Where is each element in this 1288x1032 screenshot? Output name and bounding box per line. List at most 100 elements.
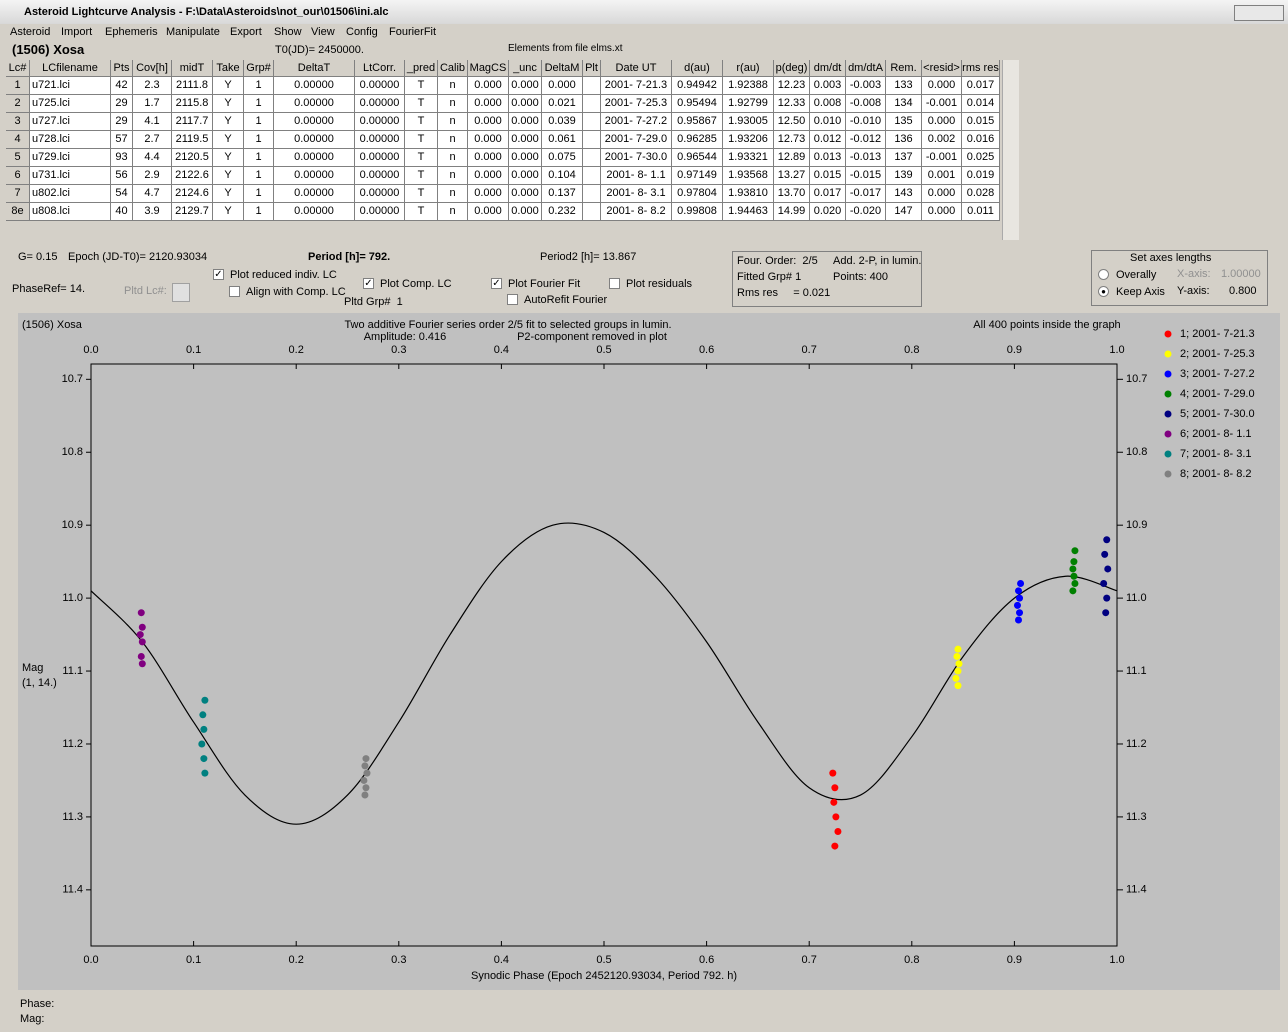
- table-cell: 0.000: [542, 77, 583, 95]
- table-cell: 0.000: [468, 167, 509, 185]
- data-point: [953, 652, 961, 660]
- table-cell: 0.000: [922, 203, 962, 221]
- fourier-info: Add. 2-P, in lumin.: [833, 255, 922, 267]
- table-cell: n: [438, 131, 468, 149]
- table-cell: 1: [244, 167, 274, 185]
- table-cell: 147: [886, 203, 922, 221]
- menu-item[interactable]: FourierFit: [389, 26, 437, 38]
- table-cell: 2001- 7-25.3: [601, 95, 672, 113]
- table-cell: 13.70: [774, 185, 810, 203]
- checkbox[interactable]: ✓: [363, 278, 374, 289]
- spinner[interactable]: [172, 283, 190, 302]
- menu-item[interactable]: Manipulate: [166, 26, 220, 38]
- table-cell: 1: [244, 203, 274, 221]
- table-cell: u729.lci: [30, 149, 111, 167]
- legend-label: 4; 2001- 7-29.0: [1180, 388, 1255, 400]
- table-cell: T: [405, 149, 438, 167]
- table-cell: 42: [111, 77, 133, 95]
- checkbox[interactable]: [507, 294, 518, 305]
- row-header: 6: [6, 167, 30, 185]
- table-cell: n: [438, 167, 468, 185]
- checkbox[interactable]: ✓: [213, 269, 224, 280]
- data-point: [1071, 547, 1079, 555]
- menu-item[interactable]: Asteroid: [10, 26, 51, 38]
- radio-label: Keep Axis: [1116, 286, 1165, 298]
- row-header: 2: [6, 95, 30, 113]
- data-point: [1104, 565, 1112, 573]
- table-cell: n: [438, 185, 468, 203]
- table-cell: 0.95494: [672, 95, 723, 113]
- table-cell: 1.93568: [723, 167, 774, 185]
- data-point: [198, 740, 206, 748]
- table-cell: T: [405, 185, 438, 203]
- table-cell: 0.000: [468, 131, 509, 149]
- table-cell: 0.00000: [274, 77, 355, 95]
- x-tick-label-top: 0.4: [494, 344, 509, 356]
- table-cell: 2001- 7-29.0: [601, 131, 672, 149]
- table-cell: 0.019: [962, 167, 1000, 185]
- x-tick-label: 1.0: [1109, 954, 1124, 966]
- table-cell: [583, 95, 601, 113]
- checkbox[interactable]: ✓: [491, 278, 502, 289]
- table-cell: 0.000: [509, 149, 542, 167]
- data-point: [138, 660, 146, 668]
- table-cell: -0.017: [846, 185, 886, 203]
- table-cell: 0.00000: [274, 203, 355, 221]
- table-cell: Y: [213, 95, 244, 113]
- x-tick-label-top: 0.2: [289, 344, 304, 356]
- checkbox[interactable]: [609, 278, 620, 289]
- menu-item[interactable]: Export: [230, 26, 262, 38]
- table-cell: -0.020: [846, 203, 886, 221]
- checkbox[interactable]: [229, 286, 240, 297]
- table-cell: n: [438, 77, 468, 95]
- y-axis-label: Y-axis:: [1177, 285, 1210, 297]
- column-header: rms res: [962, 60, 1000, 77]
- annotation: All 400 points inside the graph: [973, 319, 1120, 331]
- checkbox-label: Plot reduced indiv. LC: [230, 269, 337, 281]
- table-cell: -0.008: [846, 95, 886, 113]
- radio[interactable]: ●: [1098, 286, 1109, 297]
- data-point: [137, 609, 145, 617]
- table-cell: u808.lci: [30, 203, 111, 221]
- menu-item[interactable]: Config: [346, 26, 378, 38]
- table-cell: 14.99: [774, 203, 810, 221]
- table-cell: 0.000: [509, 167, 542, 185]
- title-buttons[interactable]: [1234, 5, 1284, 21]
- table-cell: n: [438, 149, 468, 167]
- data-point: [829, 769, 837, 777]
- data-point: [362, 784, 370, 792]
- radio[interactable]: [1098, 269, 1109, 280]
- data-point: [1103, 594, 1111, 602]
- y-tick-label-right: 10.7: [1126, 373, 1147, 385]
- legend-marker: [1164, 350, 1172, 358]
- table-cell: Y: [213, 167, 244, 185]
- menu-item[interactable]: Show: [274, 26, 302, 38]
- table-cell: 0.010: [810, 113, 846, 131]
- checkbox-label: Align with Comp. LC: [246, 286, 346, 298]
- table-cell: 0.00000: [355, 203, 405, 221]
- data-point: [199, 711, 207, 719]
- table-cell: 0.017: [962, 77, 1000, 95]
- data-point: [955, 660, 963, 668]
- table-cell: -0.010: [846, 113, 886, 131]
- table-cell: n: [438, 113, 468, 131]
- y-tick-label-right: 10.8: [1126, 446, 1147, 458]
- column-header: DeltaT: [274, 60, 355, 77]
- x-tick-label: 0.7: [802, 954, 817, 966]
- table-scrollbar[interactable]: [1002, 60, 1019, 240]
- y-axis-label: (1, 14.): [22, 677, 57, 689]
- column-header: Date UT: [601, 60, 672, 77]
- y-tick-label: 11.0: [62, 592, 83, 604]
- y-tick-label: 11.4: [62, 884, 83, 896]
- table-cell: 0.015: [962, 113, 1000, 131]
- menu-item[interactable]: View: [311, 26, 335, 38]
- table-cell: [583, 149, 601, 167]
- x-tick-label-top: 0.9: [1007, 344, 1022, 356]
- table-cell: 3.9: [133, 203, 172, 221]
- y-tick-label-right: 10.9: [1126, 519, 1147, 531]
- table-cell: Y: [213, 77, 244, 95]
- menu-item[interactable]: Ephemeris: [105, 26, 158, 38]
- table-cell: 0.000: [468, 203, 509, 221]
- fourier-info: Fitted Grp# 1: [737, 271, 802, 283]
- menu-item[interactable]: Import: [61, 26, 93, 38]
